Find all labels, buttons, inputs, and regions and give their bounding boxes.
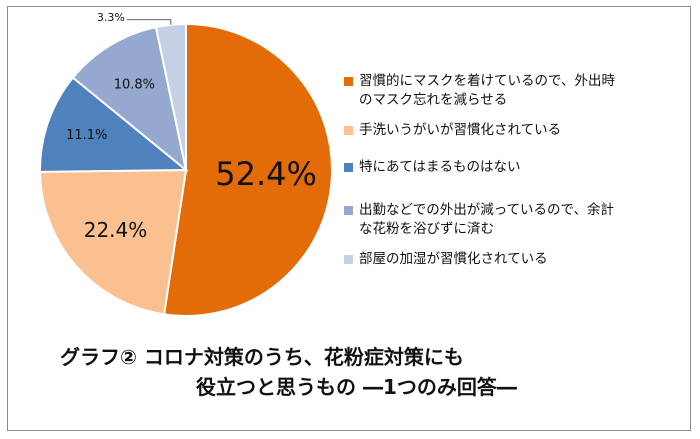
- legend-item-humidify: 部屋の加湿が習慣化されている: [344, 250, 674, 269]
- legend-item-less-outing: 出勤などでの外出が減っているので、余計 な花粉を浴びずに済む: [344, 201, 674, 239]
- legend-swatch: [344, 206, 353, 215]
- pie-slice: [38, 168, 188, 316]
- legend-swatch: [344, 255, 353, 264]
- chart-title: グラフ② コロナ対策のうち、花粉症対策にも 役立つと思うもの ―1つのみ回答―: [60, 342, 660, 402]
- pie-slice: [39, 76, 189, 173]
- legend-label: 手洗いうがいが習慣化されている: [359, 122, 562, 138]
- pie-slice: [162, 22, 333, 317]
- data-label: 11.1%: [66, 128, 107, 143]
- data-label: 3.3%: [97, 11, 125, 24]
- pie-slice: [154, 22, 187, 171]
- legend-label: 特にあてはまるものはない: [359, 159, 521, 175]
- legend-item-mask: 習慣的にマスクを着けているので、外出時 のマスク忘れを減らせる: [344, 72, 674, 110]
- chart-title-line1: グラフ② コロナ対策のうち、花粉症対策にも: [60, 345, 464, 369]
- legend-item-none: 特にあてはまるものはない: [344, 158, 674, 177]
- legend-swatch: [344, 126, 353, 135]
- chart-title-line2: 役立つと思うもの ―1つのみ回答―: [196, 375, 517, 399]
- legend-label: 部屋の加湿が習慣化されている: [359, 251, 548, 267]
- data-label: 22.4%: [84, 218, 148, 242]
- leader-line: [126, 19, 172, 25]
- legend: 習慣的にマスクを着けているので、外出時 のマスク忘れを減らせる 手洗いうがいが習…: [344, 72, 674, 280]
- data-label: 52.4%: [215, 155, 317, 193]
- legend-swatch: [344, 77, 353, 86]
- legend-item-handwash: 手洗いうがいが習慣化されている: [344, 121, 674, 140]
- legend-swatch: [344, 163, 353, 172]
- legend-label: 出勤などでの外出が減っているので、余計 な花粉を浴びずに済む: [359, 202, 615, 237]
- data-label: 10.8%: [114, 78, 155, 93]
- legend-label: 習慣的にマスクを着けているので、外出時 のマスク忘れを減らせる: [359, 73, 615, 108]
- pie-slice: [71, 25, 188, 173]
